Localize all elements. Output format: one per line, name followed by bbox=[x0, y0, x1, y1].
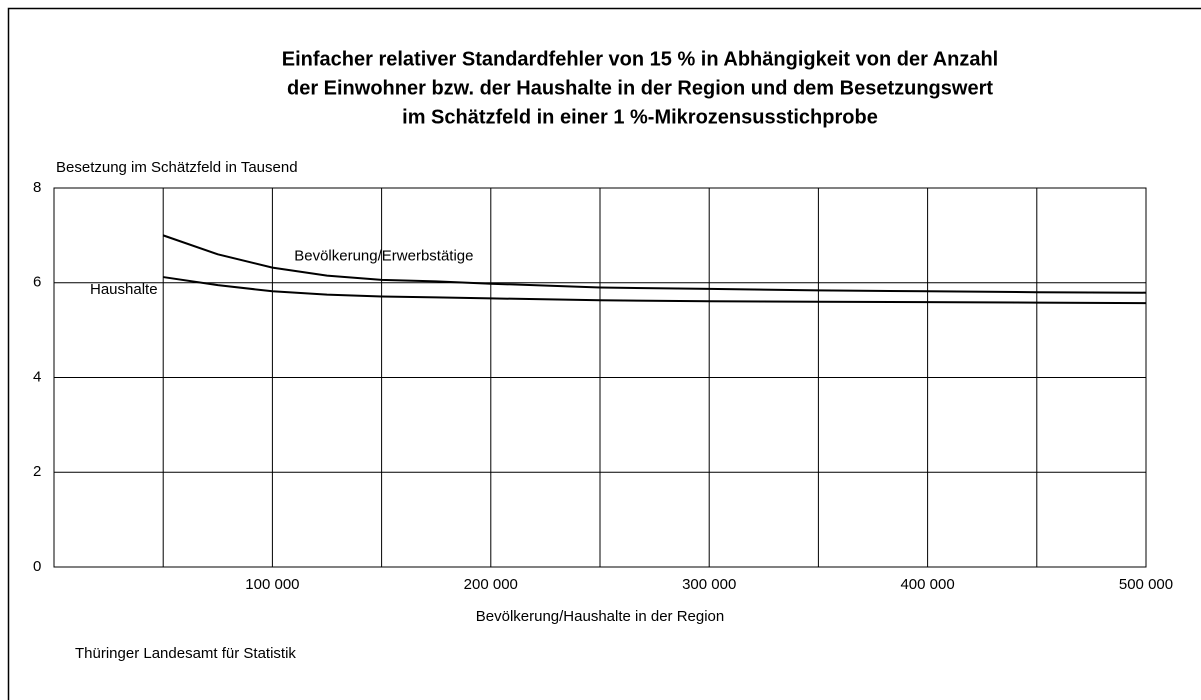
series-line bbox=[162, 234, 1147, 294]
x-axis-label: Bevölkerung/Haushalte in der Region bbox=[476, 608, 725, 625]
frame bbox=[7, 7, 1201, 700]
series-label: Haushalte bbox=[90, 281, 158, 298]
source: Thüringer Landesamt für Statistik bbox=[75, 645, 296, 662]
chart-title: im Schätzfeld in einer 1 %-Mikrozensusst… bbox=[402, 106, 878, 128]
series-line bbox=[163, 276, 1147, 305]
y-tick-label: 6 bbox=[33, 274, 41, 291]
x-tick-label: 400 000 bbox=[900, 576, 954, 593]
x-tick-label: 500 000 bbox=[1119, 576, 1173, 593]
chart-title: Einfacher relativer Standardfehler von 1… bbox=[282, 48, 998, 70]
y-tick-label: 0 bbox=[33, 558, 41, 575]
y-axis-label: Besetzung im Schätzfeld in Tausend bbox=[56, 159, 298, 176]
x-tick-label: 100 000 bbox=[245, 576, 299, 593]
chart-title: der Einwohner bzw. der Haushalte in der … bbox=[287, 77, 993, 99]
y-tick-label: 8 bbox=[33, 179, 41, 196]
y-tick-label: 2 bbox=[33, 463, 41, 480]
y-tick-label: 4 bbox=[33, 368, 41, 385]
x-tick-label: 200 000 bbox=[464, 576, 518, 593]
x-tick-label: 300 000 bbox=[682, 576, 736, 593]
series-label: Bevölkerung/Erwerbstätige bbox=[294, 248, 473, 265]
